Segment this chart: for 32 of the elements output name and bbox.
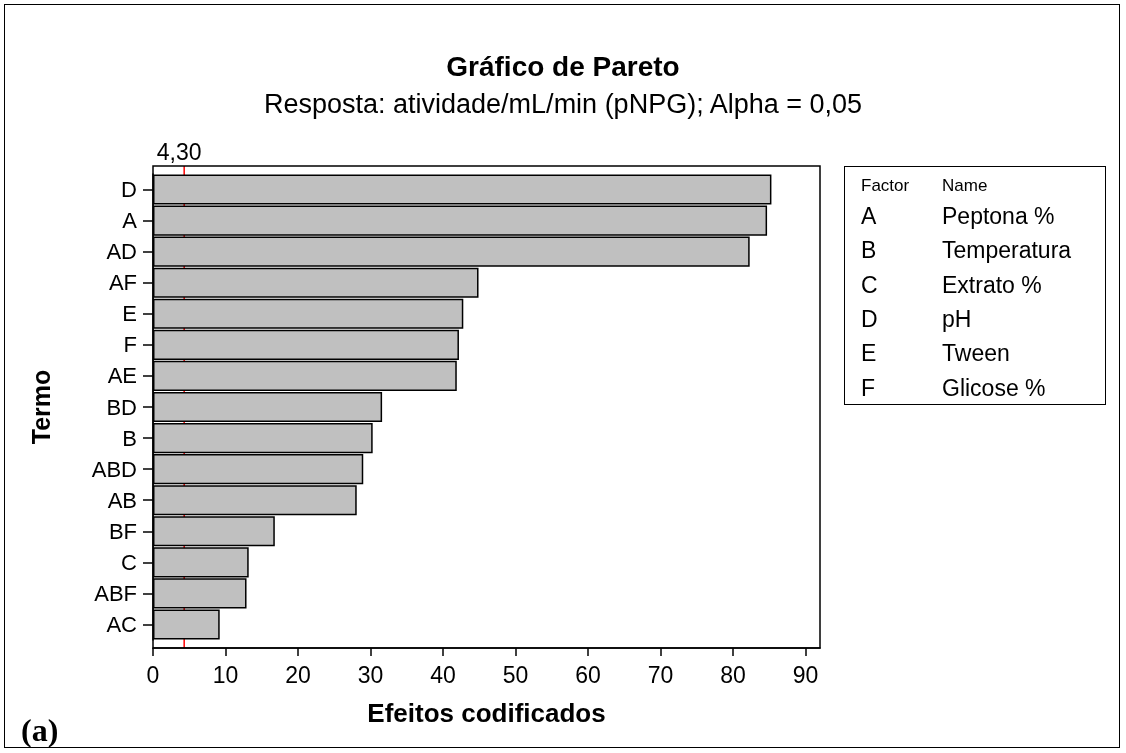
y-tick-label: AF [108, 270, 137, 296]
y-tick-label: F [123, 332, 137, 358]
chart-subtitle: Resposta: atividade/mL/min (pNPG); Alpha = 0,05 [263, 88, 863, 119]
y-tick-label: D [121, 177, 137, 203]
x-tick-label: 20 [285, 661, 311, 688]
x-tick-label: 80 [720, 661, 746, 688]
y-tick-label: ABF [94, 580, 137, 606]
y-tick-label: AC [106, 611, 138, 637]
x-tick-label: 30 [357, 661, 384, 688]
y-tick-label: AE [107, 363, 137, 389]
y-tick-label: ABD [91, 456, 137, 482]
x-tick-label: 70 [647, 661, 674, 688]
y-tick-label: BD [106, 394, 137, 420]
y-tick-label: AD [106, 239, 137, 265]
x-tick-label: 0 [146, 661, 160, 688]
y-tick-label: A [122, 208, 138, 234]
y-tick-label: BF [108, 518, 137, 544]
x-tick-label: 40 [430, 661, 456, 688]
y-axis-title: Termo [26, 369, 55, 445]
chart-title: Gráfico de Pareto [446, 50, 680, 82]
y-tick-label: E [122, 301, 137, 327]
x-tick-label: 60 [575, 661, 601, 688]
ref-line-label: 4,30 [156, 138, 202, 165]
y-tick-label: B [122, 425, 137, 451]
x-tick-label: 90 [792, 661, 819, 688]
y-tick-label: C [121, 549, 138, 575]
x-tick-label: 50 [502, 661, 529, 688]
x-axis-title: Efeitos codificados [367, 698, 606, 728]
x-tick-label: 10 [212, 661, 239, 688]
factor-table-box: Factor Name A Peptona % B Temperatura C Extrato % D pH E Tween F Glicose % [844, 166, 1106, 405]
y-tick-label: AB [107, 487, 137, 513]
text: (a) [21, 712, 59, 748]
